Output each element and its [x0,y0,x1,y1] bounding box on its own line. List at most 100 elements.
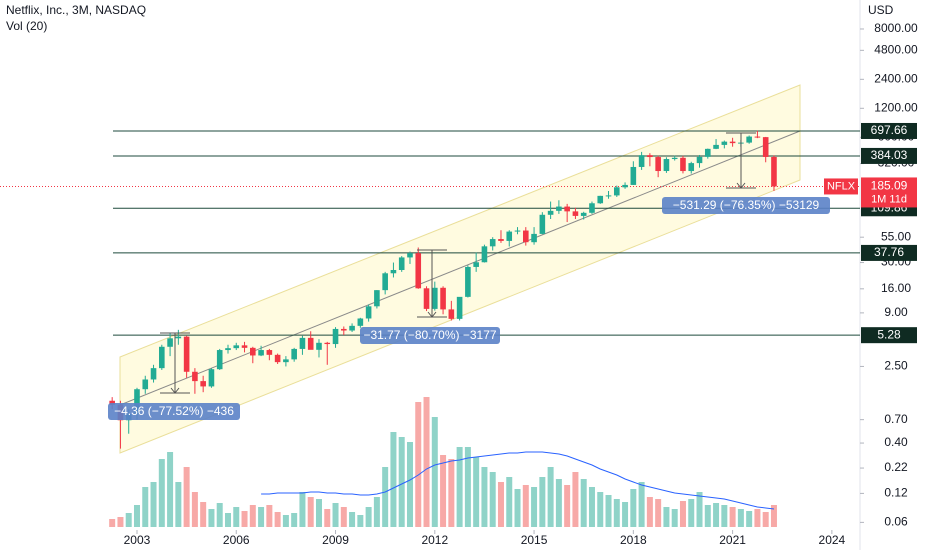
y-tick-label: 0.06 [884,515,908,529]
volume-bar [373,497,380,527]
candle-body [200,381,206,387]
volume-bar [274,512,281,527]
candle-body [390,269,397,274]
volume-bar [365,507,372,527]
candle-body [431,287,438,309]
x-tick-label: 2021 [719,533,746,547]
volume-bar [481,467,488,527]
volume-bar [696,492,703,527]
volume-bar [580,479,587,527]
volume-bar [233,507,240,527]
candle-body [216,350,223,370]
y-tick-label: 0.12 [884,486,908,500]
volume-bar [291,513,298,527]
candle-body [721,141,728,145]
volume-bar [440,455,447,527]
volume-bar [497,482,504,527]
volume-bar [382,467,389,527]
candle-body [225,348,231,351]
volume-bar [588,487,595,527]
candle-body [729,141,736,144]
volume-bar [464,447,471,527]
candle-body [762,137,769,157]
countdown-label: 1M 11d [871,193,907,205]
volume-bar [746,511,753,527]
y-tick-label: 1200.00 [874,100,918,114]
candle-body [192,371,198,382]
candle-body [374,290,380,307]
y-tick-label: 16.00 [881,281,911,295]
candle-body [332,328,339,345]
volume-bar [200,502,207,527]
level-label: 697.66 [871,123,908,137]
measure-box [108,403,240,420]
volume-bar [167,452,174,527]
volume-bar [655,499,662,527]
currency: USD [868,3,894,17]
volume-bar [183,467,190,527]
candle-body [489,239,496,247]
volume-bar [431,417,438,527]
volume-bar [175,482,182,527]
candle-body [671,157,678,160]
x-tick-label: 2006 [223,533,250,547]
candle-body [655,157,661,172]
volume-bar [721,505,728,527]
candle-body [531,233,537,243]
chart-title: Netflix, Inc., 3M, NASDAQ [6,3,146,17]
volume-bar [506,477,513,527]
candle-body [208,369,215,387]
volume-bar [489,472,496,527]
volume-bar [142,487,149,527]
candle-body [349,325,355,331]
candle-body [680,157,686,172]
volume-bar [688,499,695,527]
volume-bar [605,495,612,527]
symbol-box [824,178,858,195]
candle-body [564,206,570,212]
volume-bar [531,487,538,527]
candle-body [754,136,761,138]
y-tick-label: 55.00 [881,229,911,243]
y-tick-label: 9.00 [884,305,908,319]
level-label-box [861,244,917,261]
candle-body [341,328,347,331]
volume-bar [150,482,157,527]
volume-bar [324,509,331,527]
candle-body [613,187,620,196]
candle-body [572,211,579,216]
candle-body [324,342,331,345]
y-tick-label: 0.70 [884,412,908,426]
volume-bar [423,397,430,527]
candle-body [365,306,372,319]
level-label-box [861,147,917,164]
volume-bar [224,513,231,527]
candle-body [175,336,182,339]
volume-bar [770,505,777,527]
level-label: 5.28 [877,327,901,341]
candle-body [266,350,273,355]
y-tick-label: 4800.00 [874,43,918,57]
volume-bar [663,507,670,527]
volume-bar [622,502,629,527]
candle-body [713,144,719,149]
candle-body [423,288,430,309]
candle-body [241,345,248,348]
volume-bar [249,505,256,527]
y-tick-label: 2400.00 [874,71,918,85]
candle-body [382,273,388,291]
candle-body [622,184,628,188]
x-tick-label: 2015 [521,533,548,547]
candle-body [473,262,479,267]
volume-bar [208,509,215,527]
volume-bar [555,479,562,527]
candle-body [498,239,504,241]
candle-body [506,231,513,241]
volume-bar [456,447,463,527]
channel-midline [119,130,801,406]
last-price-label: 185.09 [871,179,908,193]
volume-bar [671,509,678,527]
volume-bar [241,511,248,527]
volume-bar [522,485,529,527]
measure-label: −531.29 (−76.35%) −53129 [673,198,820,212]
